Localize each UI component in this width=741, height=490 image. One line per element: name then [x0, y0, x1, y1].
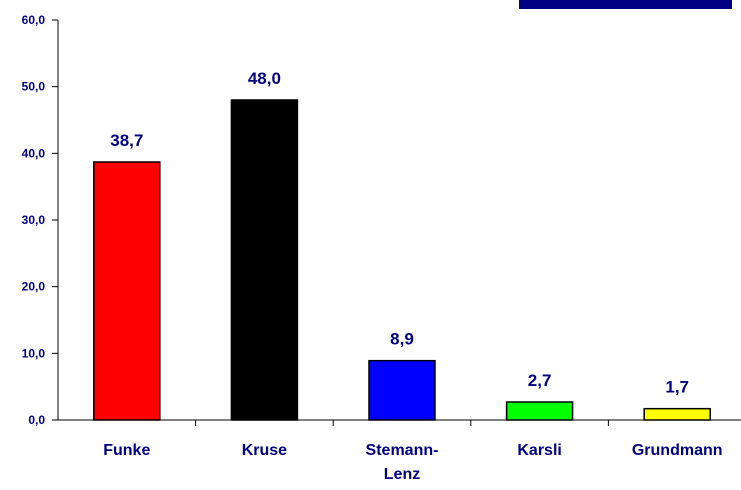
bar — [505, 401, 574, 421]
y-tick-label: 30,0 — [22, 213, 46, 227]
x-tick-label: Funke — [103, 442, 151, 459]
bar — [230, 99, 299, 421]
y-tick-label: 0,0 — [28, 413, 45, 427]
value-label: 38,7 — [110, 131, 143, 150]
value-label: 1,7 — [665, 378, 689, 397]
bar — [93, 161, 161, 421]
y-tick-label: 10,0 — [22, 346, 46, 360]
header-band — [519, 0, 732, 9]
y-tick-label: 50,0 — [22, 80, 46, 94]
y-tick-label: 20,0 — [22, 280, 46, 294]
bar — [368, 359, 436, 421]
value-label: 8,9 — [390, 330, 414, 349]
x-tick-label: Kruse — [241, 442, 288, 459]
y-tick-label: 60,0 — [22, 13, 46, 27]
value-label: 2,7 — [528, 371, 552, 390]
x-tick-label: Karsli — [517, 442, 562, 459]
x-tick-label: Stemann-Lenz — [365, 442, 439, 483]
value-label: 48,0 — [248, 69, 281, 88]
y-tick-label: 40,0 — [22, 146, 46, 160]
x-tick-label: Grundmann — [631, 442, 723, 459]
bar — [643, 407, 711, 421]
